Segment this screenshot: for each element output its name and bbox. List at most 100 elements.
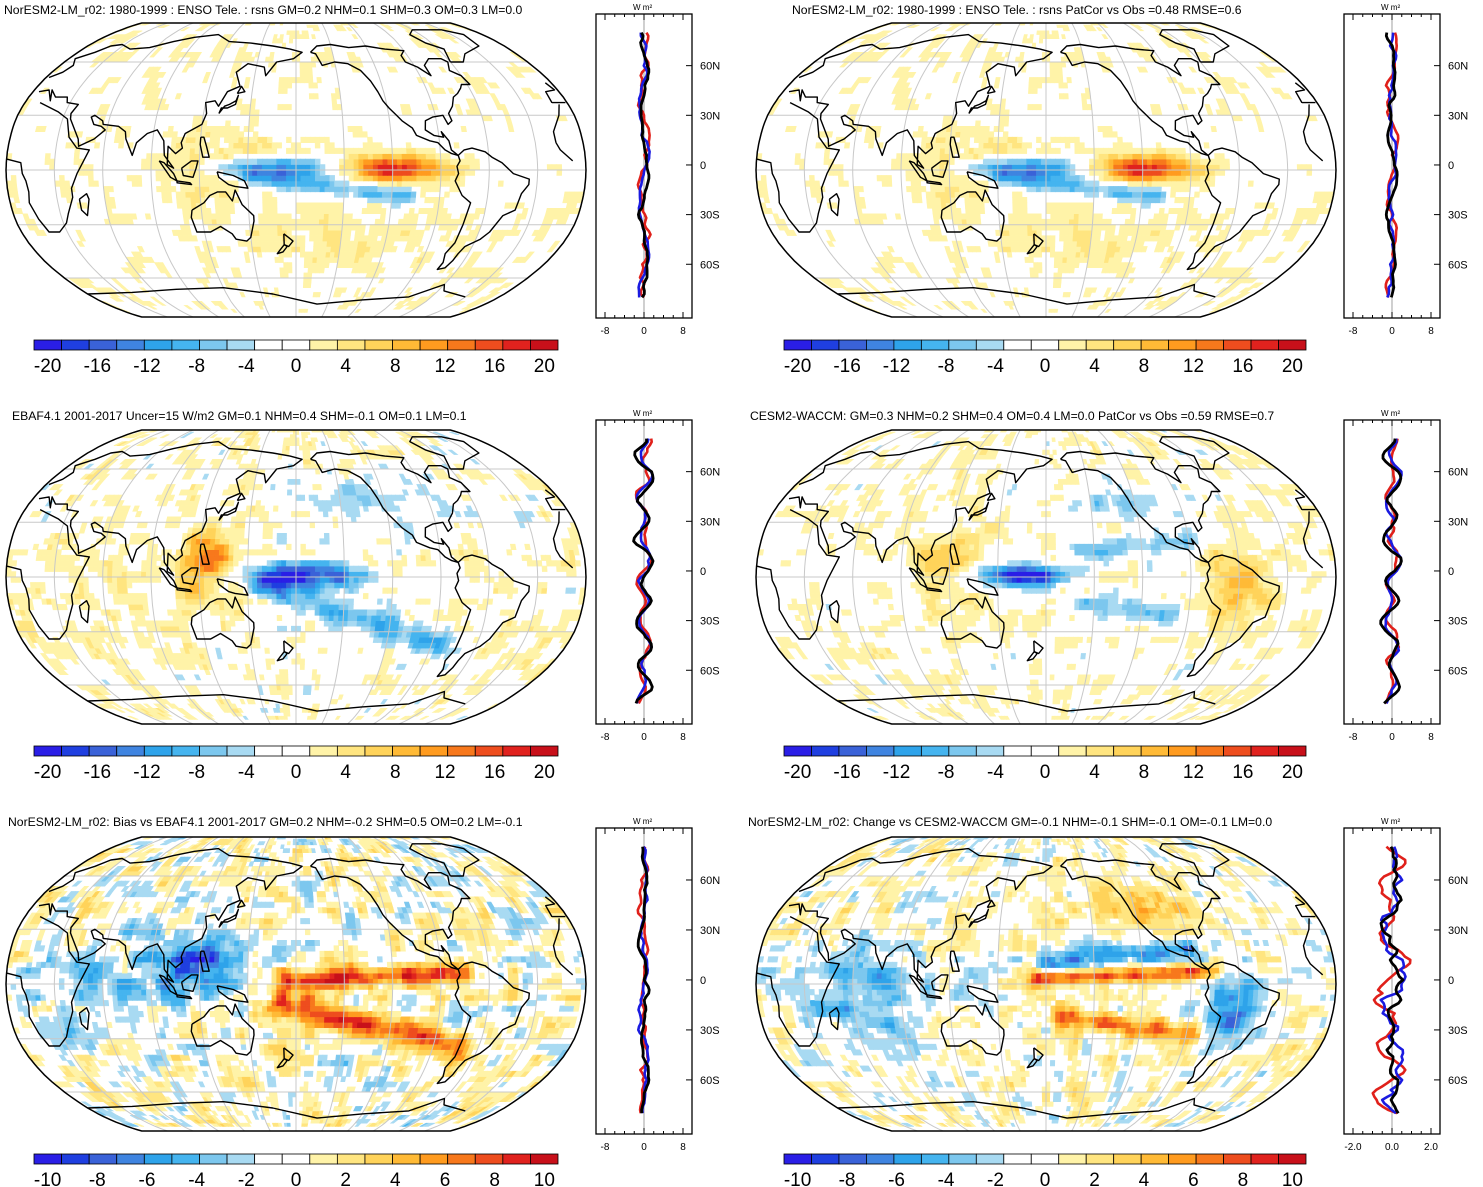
field-cell: [12, 191, 19, 198]
field-cell: [958, 153, 965, 160]
colorbar-swatch: [1168, 339, 1197, 351]
field-cell: [287, 684, 293, 691]
field-cell: [300, 604, 306, 611]
field-cell: [983, 197, 990, 204]
field-cell: [438, 66, 448, 73]
field-cell: [394, 614, 401, 622]
field-cell: [352, 131, 359, 138]
field-cell: [1151, 186, 1158, 193]
field-cell: [253, 224, 260, 231]
field-cell: [11, 180, 18, 187]
field-cell: [1069, 175, 1076, 182]
field-cell: [371, 614, 377, 622]
field-cell: [1117, 197, 1123, 204]
field-cell: [762, 191, 769, 198]
field-cell: [224, 120, 231, 127]
zonal-xtick-label: 0: [1389, 326, 1395, 337]
field-cell: [194, 186, 201, 193]
field-cell: [266, 147, 273, 154]
colorbar-tick-label: -20: [784, 356, 811, 377]
field-cell: [290, 147, 297, 154]
field-cell: [1002, 175, 1008, 182]
field-cell: [333, 213, 339, 220]
field-cell: [1021, 202, 1028, 209]
field-cell: [10, 175, 17, 182]
field-cell: [459, 158, 466, 165]
field-cell: [377, 186, 383, 193]
field-cell: [1002, 142, 1009, 149]
field-cell: [334, 186, 340, 193]
field-cell: [1190, 164, 1197, 171]
field-cell: [1067, 240, 1074, 247]
field-cell: [317, 246, 323, 253]
field-cell: [315, 292, 321, 298]
field-cell: [1175, 186, 1182, 193]
field-cell: [1121, 207, 1127, 215]
field-cell: [1054, 308, 1059, 313]
field-cell: [441, 207, 448, 215]
field-cell: [1014, 246, 1021, 253]
field-cell: [1022, 218, 1028, 225]
field-cell: [286, 175, 292, 182]
field-cell: [1060, 169, 1066, 176]
panel-title: NorESM2-LM_r02: 1980-1999 : ENSO Tele. :…: [4, 3, 523, 17]
field-cell: [876, 34, 888, 39]
field-cell: [1108, 169, 1114, 176]
field-cell: [158, 71, 167, 78]
field-cell: [304, 218, 311, 225]
colorbar-swatch: [893, 339, 922, 351]
field-cell: [1155, 296, 1166, 302]
field-cell: [228, 136, 235, 143]
field-cell: [1033, 262, 1039, 269]
field-cell: [934, 186, 941, 193]
colorbar-swatch: [419, 339, 449, 351]
colorbar-tick-label: -4: [987, 356, 1004, 377]
field-cell: [1045, 240, 1051, 247]
field-cell: [375, 614, 382, 622]
colorbar-tick-label: 8: [390, 356, 401, 377]
field-cell: [377, 142, 383, 149]
field-cell: [833, 169, 839, 176]
zonal-lat-label: 0: [1448, 160, 1454, 172]
field-cell: [279, 679, 285, 686]
field-cell: [184, 147, 191, 154]
field-cell: [1036, 169, 1042, 176]
field-cell: [406, 158, 413, 165]
field-cell: [118, 142, 125, 149]
field-cell: [286, 636, 292, 643]
field-cell: [339, 158, 345, 165]
field-cell: [184, 224, 191, 231]
field-cell: [284, 684, 289, 691]
field-cell: [1002, 169, 1008, 176]
field-cell: [1166, 169, 1172, 176]
field-cell: [346, 218, 353, 225]
field-cell: [1121, 197, 1128, 204]
field-cell: [300, 158, 306, 165]
field-cell: [345, 229, 352, 236]
field-cell: [152, 82, 161, 89]
field-cell: [1028, 77, 1034, 84]
field-cell: [228, 142, 235, 149]
field-cell: [1224, 158, 1230, 165]
field-cell: [186, 202, 193, 209]
field-cell: [209, 131, 216, 138]
field-cell: [1185, 164, 1192, 171]
field-cell: [225, 625, 232, 632]
field-cell: [300, 246, 306, 253]
field-cell: [1117, 136, 1123, 143]
field-cell: [1098, 175, 1105, 182]
field-cell: [912, 104, 920, 111]
field-cell: [355, 287, 362, 293]
field-cell: [400, 197, 407, 204]
field-cell: [1142, 164, 1148, 171]
field-cell: [1013, 235, 1020, 242]
field-cell: [1021, 175, 1028, 182]
zonal-unit-label: W m²: [1381, 3, 1400, 12]
field-cell: [944, 186, 951, 193]
field-cell: [259, 240, 266, 247]
field-cell: [944, 153, 951, 160]
graticule-meridian: [372, 23, 442, 317]
field-cell: [444, 180, 451, 187]
field-cell: [189, 164, 195, 171]
field-cell: [295, 625, 301, 632]
